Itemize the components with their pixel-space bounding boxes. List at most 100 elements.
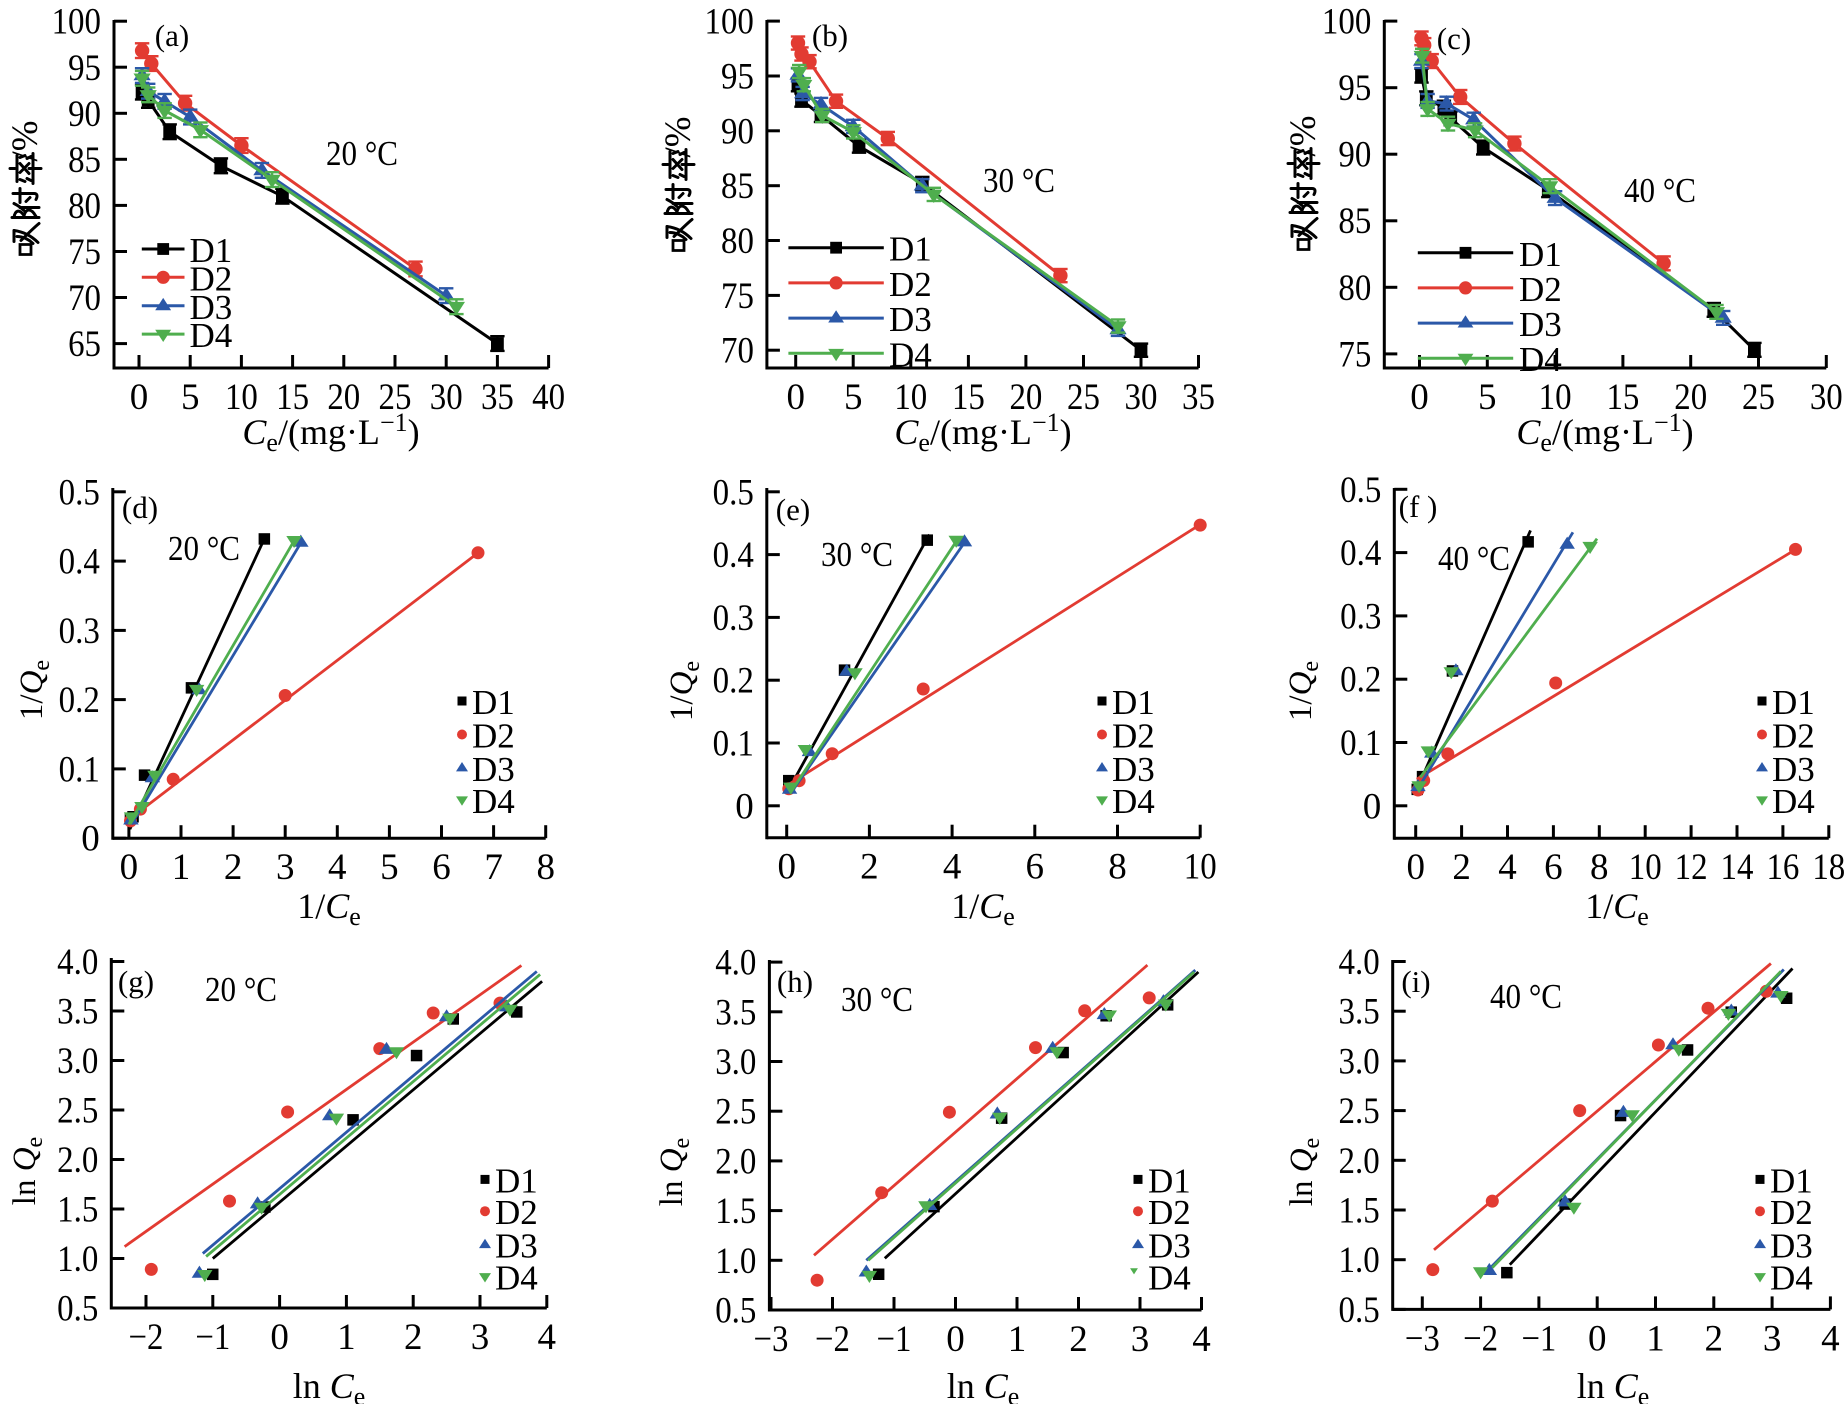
svg-text:2.5: 2.5 (57, 1091, 98, 1132)
svg-text:4: 4 (1821, 1318, 1840, 1359)
svg-text:20 °C: 20 °C (326, 134, 398, 173)
svg-text:(f ): (f ) (1399, 489, 1438, 524)
svg-text:80: 80 (68, 186, 101, 227)
svg-text:8: 8 (1108, 847, 1127, 888)
svg-text:90: 90 (721, 111, 754, 152)
svg-text:90: 90 (1338, 135, 1371, 176)
svg-text:2: 2 (404, 1317, 423, 1358)
svg-text:0: 0 (1363, 786, 1382, 827)
svg-text:D2: D2 (472, 717, 515, 756)
svg-text:10: 10 (1539, 377, 1572, 418)
svg-text:65: 65 (68, 324, 101, 365)
svg-text:1: 1 (172, 847, 191, 888)
svg-text:6: 6 (1544, 847, 1563, 888)
svg-text:30: 30 (430, 377, 463, 418)
svg-text:0.3: 0.3 (713, 598, 754, 639)
svg-text:3: 3 (276, 847, 295, 888)
svg-text:95: 95 (721, 57, 754, 98)
svg-text:20: 20 (1674, 377, 1707, 418)
svg-text:2.0: 2.0 (1339, 1141, 1380, 1182)
svg-text:D1: D1 (889, 230, 932, 269)
svg-text:20 °C: 20 °C (168, 529, 240, 568)
svg-text:D1: D1 (472, 683, 515, 722)
svg-text:40 °C: 40 °C (1624, 171, 1696, 210)
svg-text:D4: D4 (889, 335, 932, 374)
svg-text:D3: D3 (190, 288, 233, 327)
svg-text:0.1: 0.1 (713, 724, 754, 765)
svg-text:3.0: 3.0 (1339, 1041, 1380, 1082)
svg-text:(g): (g) (118, 964, 154, 999)
svg-text:D4: D4 (472, 782, 515, 821)
svg-text:85: 85 (1338, 201, 1371, 242)
svg-text:2: 2 (1705, 1318, 1724, 1359)
svg-text:D4: D4 (1148, 1259, 1191, 1298)
svg-text:D3: D3 (1519, 305, 1562, 344)
svg-text:0: 0 (1406, 847, 1425, 888)
svg-text:0: 0 (946, 1319, 965, 1360)
svg-text:0: 0 (1588, 1318, 1607, 1359)
svg-text:30 °C: 30 °C (841, 980, 913, 1019)
svg-text:D2: D2 (1772, 717, 1815, 756)
svg-text:0.4: 0.4 (1340, 533, 1381, 574)
svg-text:2: 2 (1452, 847, 1471, 888)
svg-text:1: 1 (1008, 1319, 1027, 1360)
svg-text:3.0: 3.0 (57, 1041, 98, 1082)
svg-text:75: 75 (721, 276, 754, 317)
svg-text:D4: D4 (495, 1259, 538, 1298)
svg-text:−2: −2 (1463, 1318, 1498, 1359)
svg-text:10: 10 (894, 377, 927, 418)
svg-text:0.3: 0.3 (59, 611, 100, 652)
svg-text:0.5: 0.5 (1340, 470, 1381, 511)
svg-text:8: 8 (1590, 847, 1609, 888)
svg-text:1.5: 1.5 (715, 1191, 756, 1232)
svg-text:20: 20 (327, 377, 360, 418)
svg-text:(h): (h) (777, 964, 813, 999)
svg-text:D3: D3 (472, 750, 515, 789)
svg-text:D2: D2 (1148, 1193, 1191, 1232)
svg-text:4: 4 (943, 847, 962, 888)
svg-text:−3: −3 (1405, 1318, 1440, 1359)
svg-text:D1: D1 (1770, 1161, 1813, 1200)
svg-text:(b): (b) (812, 18, 848, 53)
svg-text:D1: D1 (1519, 235, 1562, 274)
svg-text:2: 2 (1069, 1319, 1088, 1360)
svg-text:18: 18 (1812, 847, 1845, 888)
svg-text:0: 0 (120, 847, 139, 888)
svg-text:Ce/(mg·L−1): Ce/(mg·L−1) (1516, 408, 1693, 457)
svg-text:4.0: 4.0 (57, 942, 98, 983)
svg-text:2: 2 (224, 847, 243, 888)
svg-text:ln Ce: ln Ce (1577, 1366, 1650, 1404)
svg-text:D2: D2 (1519, 270, 1562, 309)
svg-text:D4: D4 (1112, 782, 1155, 821)
svg-text:D2: D2 (190, 259, 233, 298)
svg-text:0: 0 (735, 786, 754, 827)
svg-text:20: 20 (1009, 377, 1042, 418)
svg-text:70: 70 (721, 331, 754, 372)
svg-text:D2: D2 (889, 265, 932, 304)
svg-text:5: 5 (1478, 377, 1497, 418)
svg-text:70: 70 (68, 278, 101, 319)
svg-text:5: 5 (380, 847, 399, 888)
svg-text:80: 80 (721, 221, 754, 262)
svg-text:4: 4 (538, 1317, 557, 1358)
svg-text:−2: −2 (129, 1317, 164, 1358)
svg-text:15: 15 (952, 377, 985, 418)
svg-text:0.1: 0.1 (59, 749, 100, 790)
svg-text:100: 100 (705, 2, 754, 43)
svg-text:D2: D2 (1112, 717, 1155, 756)
svg-text:1.5: 1.5 (1339, 1191, 1380, 1232)
svg-text:35: 35 (1182, 377, 1215, 418)
svg-text:−2: −2 (815, 1319, 850, 1360)
svg-text:0: 0 (786, 377, 805, 418)
svg-text:4.0: 4.0 (1339, 942, 1380, 983)
svg-text:0.4: 0.4 (59, 542, 100, 583)
svg-text:7: 7 (484, 847, 503, 888)
svg-text:ln Ce: ln Ce (293, 1366, 366, 1404)
svg-text:90: 90 (68, 94, 101, 135)
svg-text:0.2: 0.2 (713, 661, 754, 702)
svg-text:1: 1 (337, 1317, 356, 1358)
svg-text:75: 75 (68, 232, 101, 273)
svg-text:2.5: 2.5 (1339, 1091, 1380, 1132)
svg-text:1.0: 1.0 (57, 1239, 98, 1280)
svg-text:85: 85 (68, 140, 101, 181)
